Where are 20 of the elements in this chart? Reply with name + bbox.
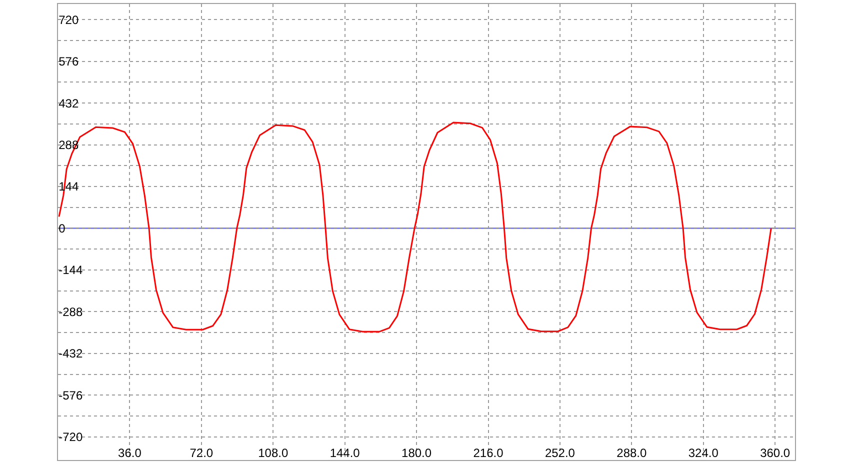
y-tick-label: -432 <box>58 346 83 361</box>
x-tick-label: 216.0 <box>473 446 504 460</box>
y-tick-label: -576 <box>58 388 83 402</box>
y-tick-label: 432 <box>58 96 79 110</box>
x-tick-label: 288.0 <box>616 446 647 460</box>
x-tick-label: 252.0 <box>544 446 576 460</box>
x-tick-label: 108.0 <box>258 446 288 460</box>
x-tick-label: 360.0 <box>760 446 790 460</box>
x-tick-label: 36.0 <box>118 446 142 460</box>
y-tick-label: 720 <box>58 12 79 27</box>
y-tick-label: -720 <box>58 430 83 444</box>
x-tick-label: 144.0 <box>330 446 360 460</box>
x-tick-label: 324.0 <box>688 446 719 460</box>
line-series <box>58 122 772 332</box>
y-tick-label: -144 <box>58 263 83 278</box>
y-tick-label: 576 <box>58 54 79 69</box>
x-tick-label: 180.0 <box>402 446 432 460</box>
x-tick-label: 72.0 <box>190 446 214 460</box>
y-tick-label: 0 <box>58 221 66 236</box>
y-tick-label: -288 <box>58 304 83 319</box>
